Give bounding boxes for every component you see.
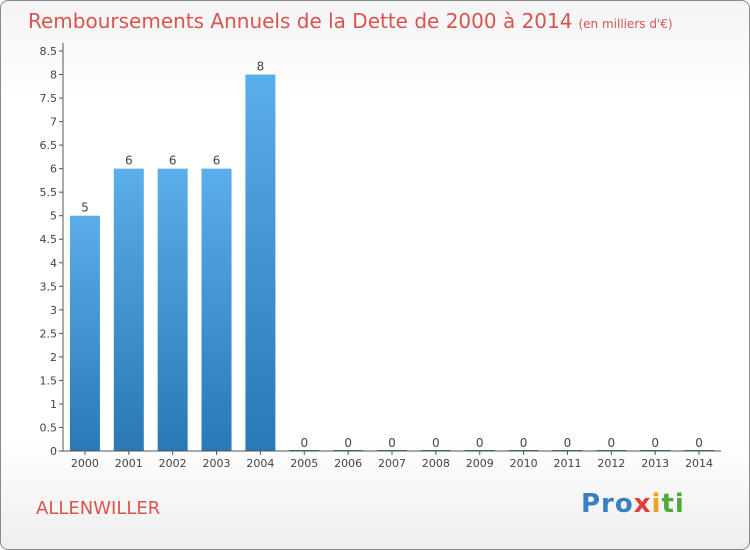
bar-value-label: 5: [81, 201, 89, 215]
x-tick-label: 2009: [466, 457, 494, 470]
x-tick-label: 2011: [553, 457, 581, 470]
x-tick-label: 2010: [510, 457, 538, 470]
bar-value-label: 0: [432, 436, 440, 450]
x-tick-label: 2001: [115, 457, 143, 470]
y-tick-label: 5.5: [40, 186, 58, 199]
bar-value-label: 6: [169, 154, 177, 168]
commune-name: ALLENWILLER: [36, 498, 161, 519]
x-tick-label: 2008: [422, 457, 450, 470]
y-tick-label: 7.5: [40, 92, 58, 105]
chart-title-text: Remboursements Annuels de la Dette de 20…: [28, 9, 573, 33]
proxiti-logo[interactable]: Proxiti: [581, 489, 685, 519]
y-tick-label: 3.5: [40, 280, 58, 293]
bar-value-label: 0: [476, 436, 484, 450]
chart-unit: (en milliers d'€): [578, 17, 673, 31]
x-tick-label: 2002: [159, 457, 187, 470]
y-tick-label: 1.5: [40, 374, 58, 387]
bar-value-label: 0: [520, 436, 528, 450]
y-tick-label: 1: [50, 398, 57, 411]
x-tick-label: 2007: [378, 457, 406, 470]
logo-part-1: Pro: [581, 489, 634, 519]
y-tick-label: 4: [50, 257, 57, 270]
bar-value-label: 0: [564, 436, 572, 450]
bar: [245, 74, 276, 451]
logo-part-3: i: [651, 489, 662, 519]
x-tick-label: 2003: [203, 457, 231, 470]
y-tick-label: 0.5: [40, 421, 58, 434]
bar: [113, 168, 144, 451]
x-tick-label: 2012: [597, 457, 625, 470]
x-tick-label: 2006: [334, 457, 362, 470]
y-tick-label: 6: [50, 163, 57, 176]
x-tick-label: 2005: [290, 457, 318, 470]
y-tick-label: 3: [50, 304, 57, 317]
bar-value-label: 0: [651, 436, 659, 450]
y-tick-label: 5: [50, 210, 57, 223]
y-tick-label: 7: [50, 116, 57, 129]
x-tick-label: 2000: [71, 457, 99, 470]
y-tick-label: 2: [50, 351, 57, 364]
x-tick-label: 2014: [685, 457, 713, 470]
y-tick-label: 8.5: [40, 45, 58, 58]
x-tick-label: 2004: [246, 457, 274, 470]
chart-title: Remboursements Annuels de la Dette de 20…: [28, 9, 673, 33]
bar: [157, 168, 188, 451]
x-tick-label: 2013: [641, 457, 669, 470]
bar-value-label: 6: [213, 154, 221, 168]
bar-value-label: 0: [388, 436, 396, 450]
logo-part-2: x: [633, 489, 652, 519]
bar: [69, 215, 100, 451]
bar: [201, 168, 232, 451]
y-tick-label: 2.5: [40, 327, 58, 340]
bar-value-label: 0: [608, 436, 616, 450]
logo-part-4: ti: [661, 489, 685, 519]
bar-value-label: 8: [257, 60, 265, 74]
bar-value-label: 0: [300, 436, 308, 450]
bar-value-label: 0: [344, 436, 352, 450]
y-tick-label: 8: [50, 69, 57, 82]
bar-value-label: 0: [695, 436, 703, 450]
y-tick-label: 4.5: [40, 233, 58, 246]
y-tick-label: 0: [50, 445, 57, 458]
y-tick-label: 6.5: [40, 139, 58, 152]
bar-value-label: 6: [125, 154, 133, 168]
